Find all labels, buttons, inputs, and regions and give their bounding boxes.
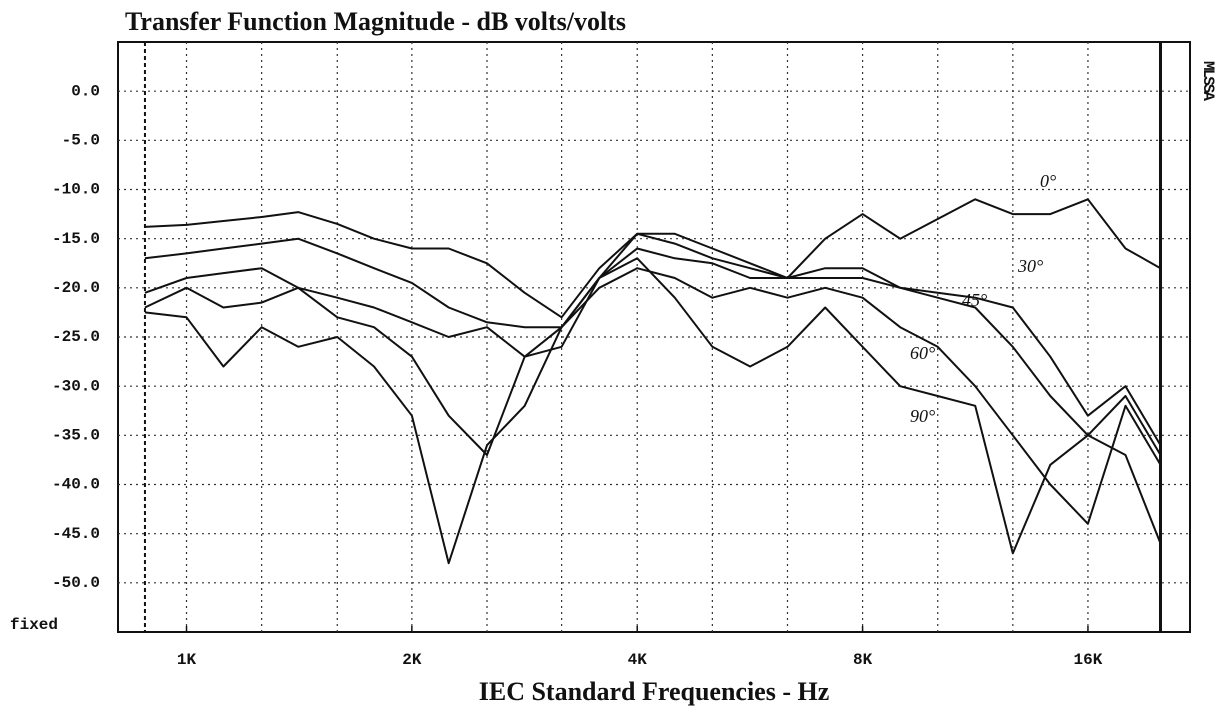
series-line: [144, 247, 1162, 456]
y-tick-label: 0.0: [71, 82, 100, 100]
y-tick-label: -30.0: [52, 377, 100, 395]
y-tick-label: -25.0: [52, 328, 100, 346]
x-tick-label: 2K: [402, 651, 422, 669]
series-label: 60°: [910, 343, 935, 363]
y-tick-label: -20.0: [52, 279, 100, 297]
series-label: 45°: [962, 290, 987, 310]
y-tick-label: -45.0: [52, 525, 100, 543]
series-line: [144, 232, 1162, 446]
y-tick-label: -40.0: [52, 476, 100, 494]
y-tick-label: -50.0: [52, 574, 100, 592]
y-tick-label: -10.0: [52, 181, 100, 199]
chart-title: Transfer Function Magnitude - dB volts/v…: [125, 7, 626, 36]
series-label: 30°: [1017, 256, 1043, 276]
x-tick-label: 1K: [177, 651, 197, 669]
x-axis-label: IEC Standard Frequencies - Hz: [479, 677, 830, 706]
series-line: [144, 198, 1161, 319]
x-tick-label: 8K: [853, 651, 873, 669]
side-label: MLSSA: [1199, 61, 1217, 101]
y-tick-label: -35.0: [52, 427, 100, 445]
y-tick-label: -5.0: [62, 132, 100, 150]
y-tick-label: -15.0: [52, 230, 100, 248]
series-line: [144, 267, 1162, 525]
y-bottom-label: fixed: [10, 616, 58, 634]
series-label: 0°: [1040, 171, 1056, 191]
x-tick-label: 16K: [1074, 651, 1103, 669]
series-label: 90°: [910, 406, 935, 426]
x-tick-label: 4K: [628, 651, 648, 669]
series-line: [144, 257, 1162, 565]
